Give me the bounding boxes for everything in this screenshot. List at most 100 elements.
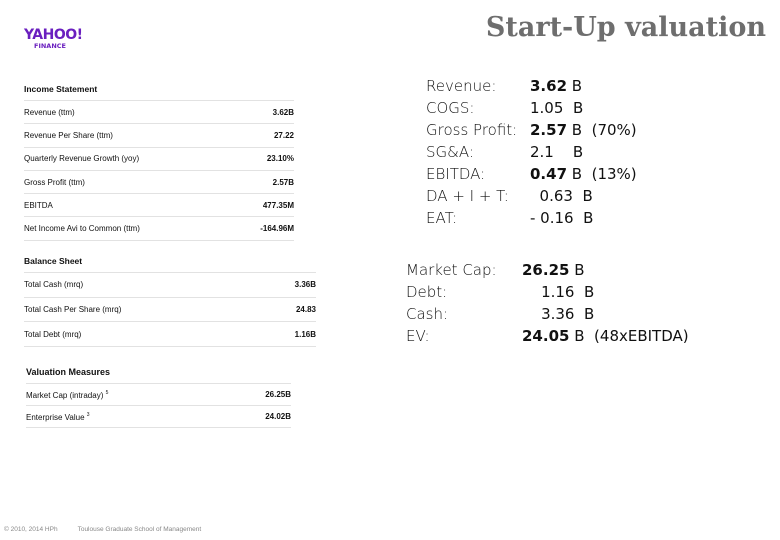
row-label: Total Cash Per Share (mrq)	[24, 305, 122, 315]
footnote-marker: 3	[86, 411, 90, 418]
row-label: Revenue Per Share (ttm)	[24, 130, 113, 140]
table-row: EBITDA 477.35M	[24, 194, 294, 218]
summary-line: COGS: 1.05 B	[426, 97, 766, 119]
summary-number: 3.36	[522, 305, 575, 323]
summary-label: COGS:	[426, 99, 475, 117]
row-label: Net Income Avi to Common (ttm)	[24, 224, 140, 234]
summary-label: Cash:	[406, 305, 449, 323]
summary-value: 0.63 B	[530, 185, 593, 207]
summary-number: 3.62	[530, 77, 568, 95]
summary-unit: B	[563, 99, 584, 117]
valuation-measures-title: Valuation Measures	[26, 365, 291, 384]
summary-number: 24.05	[522, 327, 570, 345]
summary-label: Revenue:	[426, 77, 497, 95]
summary-unit: B (13%)	[567, 165, 637, 183]
footer-copyright: © 2010, 2014 HPh	[4, 526, 58, 533]
row-value: 3.62B	[272, 107, 294, 117]
summary-line: Market Cap: 26.25 B	[406, 259, 766, 281]
summary-value: 2.1 B	[530, 141, 583, 163]
row-value: 26.25B	[265, 390, 291, 399]
summary-number: 0.47	[530, 165, 568, 183]
summary-number: 2.57	[530, 121, 568, 139]
summary-number: - 0.16	[530, 209, 574, 227]
footnote-marker: 5	[105, 389, 109, 396]
logo-sub-text: FINANCE	[34, 42, 66, 50]
balance-sheet-table: Balance Sheet Total Cash (mrq) 3.36B Tota…	[24, 254, 316, 348]
table-row: Enterprise Value 3 24.02B	[26, 406, 291, 428]
summary-value: 3.36 B	[522, 303, 594, 325]
row-value: -164.96M	[260, 224, 294, 234]
income-statement-table: Income Statement Revenue (ttm) 3.62B Reve…	[24, 82, 294, 241]
row-label: Quarterly Revenue Growth (yoy)	[24, 154, 140, 164]
summary-label: Debt:	[406, 283, 448, 301]
summary-line: Cash: 3.36 B	[406, 303, 766, 325]
row-value: 3.36B	[294, 280, 316, 290]
summary-unit: B	[574, 305, 595, 323]
summary-unit: B	[574, 283, 595, 301]
summary-unit: B	[567, 77, 583, 95]
summary-number: 1.05	[530, 99, 564, 117]
summary-unit: B (70%)	[567, 121, 637, 139]
table-row: Revenue (ttm) 3.62B	[24, 101, 294, 125]
row-value: 23.10%	[266, 154, 294, 164]
row-label: Market Cap (intraday) 5	[26, 389, 109, 400]
summary-line: EBITDA: 0.47 B (13%)	[426, 163, 766, 185]
table-row: Total Cash (mrq) 3.36B	[24, 273, 316, 298]
summary-line: SG&A: 2.1 B	[426, 141, 766, 163]
row-label: Total Cash (mrq)	[24, 280, 84, 290]
footer-school: Toulouse Graduate School of Management	[77, 526, 202, 533]
summary-unit: B	[553, 143, 584, 161]
summary-value: 1.05 B	[530, 97, 583, 119]
row-label: Enterprise Value 3	[26, 411, 90, 422]
summary-number: 0.63	[530, 187, 573, 205]
summary-unit: B	[573, 209, 594, 227]
row-label: Revenue (ttm)	[24, 107, 75, 117]
row-label: Gross Profit (ttm)	[24, 177, 85, 187]
summary-label: EBITDA:	[426, 165, 486, 183]
row-value: 2.57B	[272, 177, 294, 187]
table-row: Market Cap (intraday) 5 26.25B	[26, 384, 291, 406]
row-label: EBITDA	[24, 200, 53, 210]
summary-line: DA + I + T: 0.63 B	[426, 185, 766, 207]
summary-number: 2.1	[530, 143, 554, 161]
summary-unit: B	[572, 187, 593, 205]
table-row: Quarterly Revenue Growth (yoy) 23.10%	[24, 148, 294, 171]
summary-value: 26.25 B	[522, 259, 585, 281]
table-row: Total Debt (mrq) 1.16B	[24, 322, 316, 348]
summary-label: SG&A:	[426, 143, 474, 161]
logo-main-text: YAHOO!	[24, 27, 83, 43]
summary-number: 26.25	[522, 261, 570, 279]
summary-label: Gross Profit:	[426, 121, 518, 139]
pl-summary: Revenue: 3.62 B COGS: 1.05 B Gross Profit: 2.…	[426, 75, 766, 229]
yahoo-finance-logo: YAHOO! FINANCE	[24, 28, 84, 51]
summary-value: 0.47 B (13%)	[530, 163, 637, 185]
summary-label: Market Cap:	[406, 261, 497, 279]
slide-title: Start-Up valuation	[485, 12, 766, 43]
footer: © 2010, 2014 HPh Toulouse Graduate School…	[4, 526, 201, 533]
summary-label: EV:	[406, 327, 430, 345]
summary-label: EAT:	[426, 209, 458, 227]
table-row: Gross Profit (ttm) 2.57B	[24, 171, 294, 195]
row-value: 477.35M	[262, 200, 294, 210]
row-value: 27.22	[273, 130, 294, 140]
summary-line: Gross Profit: 2.57 B (70%)	[426, 119, 766, 141]
row-value: 24.83	[295, 305, 316, 315]
summary-value: - 0.16 B	[530, 207, 593, 229]
summary-label: DA + I + T:	[426, 187, 509, 205]
income-statement-title: Income Statement	[24, 82, 294, 101]
summary-number: 1.16	[522, 283, 575, 301]
summary-value: 3.62 B	[530, 75, 582, 97]
valuation-measures-table: Valuation Measures Market Cap (intraday)…	[26, 365, 291, 428]
row-value: 1.16B	[294, 329, 316, 339]
summary-unit: B	[569, 261, 585, 279]
table-row: Net Income Avi to Common (ttm) -164.96M	[24, 217, 294, 241]
summary-value: 1.16 B	[522, 281, 594, 303]
row-value: 24.02B	[265, 412, 291, 421]
summary-value: 2.57 B (70%)	[530, 119, 637, 141]
summary-line: Debt: 1.16 B	[406, 281, 766, 303]
summary-line: Revenue: 3.62 B	[426, 75, 766, 97]
balance-sheet-title: Balance Sheet	[24, 254, 316, 273]
summary-line: EV: 24.05 B (48xEBITDA)	[406, 325, 766, 347]
table-row: Revenue Per Share (ttm) 27.22	[24, 124, 294, 148]
ev-summary: Market Cap: 26.25 B Debt: 1.16 B Cash: 3.36…	[406, 259, 766, 347]
